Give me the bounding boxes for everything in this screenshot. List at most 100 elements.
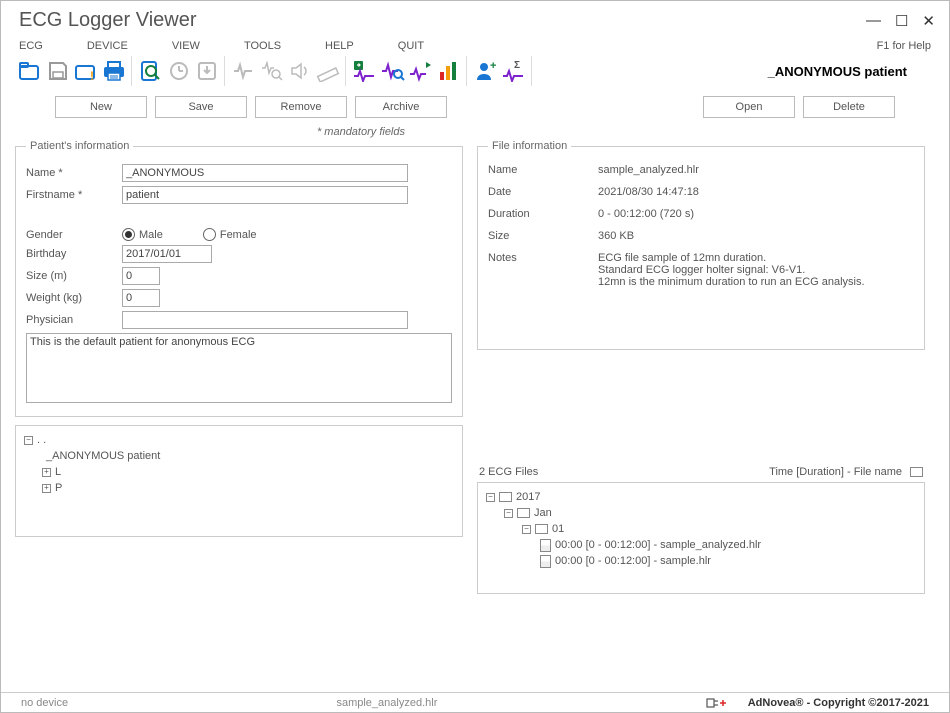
help-hint: F1 for Help bbox=[877, 40, 931, 52]
download-icon[interactable] bbox=[194, 58, 220, 84]
menu-tools[interactable]: TOOLS bbox=[244, 40, 281, 52]
menubar: ECG DEVICE VIEW TOOLS HELP QUIT bbox=[19, 40, 424, 52]
folder-icon[interactable] bbox=[910, 467, 923, 477]
folder-icon bbox=[517, 508, 530, 518]
gender-male-radio[interactable]: Male bbox=[122, 228, 163, 241]
print-icon[interactable] bbox=[101, 58, 127, 84]
tree-expand-icon[interactable]: + bbox=[42, 468, 51, 477]
birthday-input[interactable] bbox=[122, 245, 212, 263]
ecg-export-icon[interactable] bbox=[352, 58, 378, 84]
file-tree-file2[interactable]: 00:00 [0 - 00:12:00] - sample.hlr bbox=[555, 553, 711, 569]
file-tree-month[interactable]: Jan bbox=[534, 505, 552, 521]
firstname-label: Firstname * bbox=[26, 189, 122, 201]
sigma-ecg-icon[interactable]: Σ bbox=[501, 58, 527, 84]
name-label: Name * bbox=[26, 167, 122, 179]
file-info-legend: File information bbox=[488, 140, 571, 152]
save-icon[interactable] bbox=[45, 58, 71, 84]
patient-tree[interactable]: −. . _ANONYMOUS patient + L + P bbox=[15, 425, 463, 537]
tree-expand-icon[interactable]: + bbox=[42, 484, 51, 493]
gender-female-radio[interactable]: Female bbox=[203, 228, 257, 241]
file-name-value: sample_analyzed.hlr bbox=[598, 164, 699, 176]
file-tree[interactable]: −2017 −Jan −01 00:00 [0 - 00:12:00] - sa… bbox=[477, 482, 925, 594]
ecg-zoom-icon[interactable] bbox=[380, 58, 406, 84]
tree-node-p[interactable]: P bbox=[55, 480, 62, 496]
menu-help[interactable]: HELP bbox=[325, 40, 354, 52]
archive-button[interactable]: Archive bbox=[355, 96, 447, 118]
file-icon bbox=[540, 539, 551, 552]
svg-text:Σ: Σ bbox=[514, 60, 520, 71]
save-button[interactable]: Save bbox=[155, 96, 247, 118]
svg-text:+: + bbox=[490, 60, 496, 72]
file-notes-label: Notes bbox=[488, 252, 598, 264]
file-tree-year[interactable]: 2017 bbox=[516, 489, 540, 505]
menu-device[interactable]: DEVICE bbox=[87, 40, 128, 52]
tree-collapse-icon[interactable]: − bbox=[522, 525, 531, 534]
ecg-wave-icon[interactable] bbox=[231, 58, 257, 84]
file-tree-file1[interactable]: 00:00 [0 - 00:12:00] - sample_analyzed.h… bbox=[555, 537, 761, 553]
mandatory-hint: * mandatory fields bbox=[1, 124, 463, 140]
tree-collapse-icon[interactable]: − bbox=[486, 493, 495, 502]
remove-button[interactable]: Remove bbox=[255, 96, 347, 118]
toolbar-group-tools: + Σ bbox=[469, 56, 532, 86]
close-button[interactable]: ✕ bbox=[922, 12, 935, 30]
search-file-icon[interactable] bbox=[138, 58, 164, 84]
file-tree-day[interactable]: 01 bbox=[552, 521, 564, 537]
patient-notes-textarea[interactable] bbox=[26, 333, 452, 403]
action-button-row: New Save Remove Archive Open Delete bbox=[1, 92, 949, 124]
menubar-row: ECG DEVICE VIEW TOOLS HELP QUIT F1 for H… bbox=[1, 36, 949, 52]
file-notes-value: ECG file sample of 12mn duration. Standa… bbox=[598, 252, 865, 288]
file-sort-label: Time [Duration] - File name bbox=[769, 466, 902, 478]
ecg-share-icon[interactable] bbox=[408, 58, 434, 84]
gender-label: Gender bbox=[26, 229, 122, 241]
content-area: Patient's information Name * Firstname *… bbox=[1, 140, 949, 692]
physician-input[interactable] bbox=[122, 311, 408, 329]
file-info-fieldset: File information Namesample_analyzed.hlr… bbox=[477, 140, 925, 350]
weight-input[interactable] bbox=[122, 289, 160, 307]
patient-banner: _ANONYMOUS patient bbox=[768, 64, 937, 79]
status-copyright: AdNovea® - Copyright ©2017-2021 bbox=[738, 697, 939, 709]
person-add-icon[interactable]: + bbox=[473, 58, 499, 84]
maximize-button[interactable]: ☐ bbox=[895, 12, 908, 30]
toolbar-group-analyze bbox=[348, 56, 467, 86]
toolbar-group-file: ! bbox=[13, 56, 132, 86]
menu-view[interactable]: VIEW bbox=[172, 40, 200, 52]
birthday-label: Birthday bbox=[26, 248, 122, 260]
window-controls: — ☐ ✕ bbox=[866, 12, 935, 30]
ecg-search-icon[interactable] bbox=[259, 58, 285, 84]
new-button[interactable]: New bbox=[55, 96, 147, 118]
tree-node-anonymous[interactable]: _ANONYMOUS patient bbox=[46, 448, 160, 464]
file-list-header: 2 ECG Files Time [Duration] - File name bbox=[477, 464, 925, 482]
tree-root: . . bbox=[37, 432, 46, 448]
gender-male-label: Male bbox=[139, 229, 163, 241]
minimize-button[interactable]: — bbox=[866, 12, 881, 29]
firstname-input[interactable] bbox=[122, 186, 408, 204]
toolbar-group-signal bbox=[227, 56, 346, 86]
tree-collapse-icon[interactable]: − bbox=[504, 509, 513, 518]
statusbar: no device sample_analyzed.hlr AdNovea® -… bbox=[1, 692, 949, 712]
clock-icon[interactable] bbox=[166, 58, 192, 84]
file-date-label: Date bbox=[488, 186, 598, 198]
menu-ecg[interactable]: ECG bbox=[19, 40, 43, 52]
app-title: ECG Logger Viewer bbox=[19, 9, 197, 32]
file-duration-label: Duration bbox=[488, 208, 598, 220]
name-input[interactable] bbox=[122, 164, 408, 182]
folder-open-icon[interactable] bbox=[17, 58, 43, 84]
sound-icon[interactable] bbox=[287, 58, 313, 84]
folder-warning-icon[interactable]: ! bbox=[73, 58, 99, 84]
size-input[interactable] bbox=[122, 267, 160, 285]
bar-chart-icon[interactable] bbox=[436, 58, 462, 84]
tree-node-l[interactable]: L bbox=[55, 464, 61, 480]
ruler-icon[interactable] bbox=[315, 58, 341, 84]
file-icon bbox=[540, 555, 551, 568]
toolbar-group-view bbox=[134, 56, 225, 86]
file-date-value: 2021/08/30 14:47:18 bbox=[598, 186, 699, 198]
titlebar: ECG Logger Viewer — ☐ ✕ bbox=[1, 1, 949, 36]
menu-quit[interactable]: QUIT bbox=[398, 40, 424, 52]
tree-collapse-icon[interactable]: − bbox=[24, 436, 33, 445]
size-label: Size (m) bbox=[26, 270, 122, 282]
open-button[interactable]: Open bbox=[703, 96, 795, 118]
file-size-value: 360 KB bbox=[598, 230, 634, 242]
delete-button[interactable]: Delete bbox=[803, 96, 895, 118]
file-count-label: 2 ECG Files bbox=[479, 466, 538, 478]
patient-info-fieldset: Patient's information Name * Firstname *… bbox=[15, 140, 463, 417]
